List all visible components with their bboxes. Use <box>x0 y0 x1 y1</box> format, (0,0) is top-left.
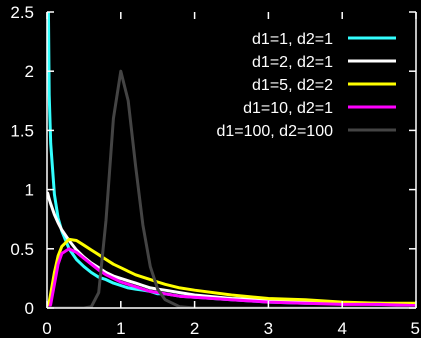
legend: d1=1, d2=1 d1=2, d2=1 d1=5, d2=2 d1=10, d2=… <box>216 31 396 140</box>
x-tick-label: 5 <box>411 319 420 338</box>
axes-layer: 0 1 2 3 4 5 0 0.5 1 1.5 2 2.5 <box>10 3 420 338</box>
legend-label: d1=5, d2=2 <box>252 77 333 94</box>
y-tick-label: 0.5 <box>10 240 34 259</box>
legend-label: d1=10, d2=1 <box>243 100 333 117</box>
legend-label: d1=2, d2=1 <box>252 54 333 71</box>
x-tick-label: 2 <box>190 319 199 338</box>
x-tick-label: 0 <box>42 319 51 338</box>
y-tick-label: 0 <box>25 299 34 318</box>
y-tick-label: 2.5 <box>10 3 34 22</box>
series-line-5 <box>47 69 416 308</box>
series-line-3 <box>47 237 416 308</box>
y-tick-label: 2 <box>25 62 34 81</box>
x-tick-label: 1 <box>116 319 125 338</box>
series-layer <box>47 12 416 308</box>
legend-label: d1=100, d2=100 <box>216 123 333 140</box>
series-line-2 <box>47 191 416 306</box>
y-tick-label: 1.5 <box>10 121 34 140</box>
x-tick-label: 4 <box>337 319 346 338</box>
y-tick-label: 1 <box>25 181 34 200</box>
series-line-4 <box>47 247 416 308</box>
x-tick-label: 3 <box>264 319 273 338</box>
legend-label: d1=1, d2=1 <box>252 31 333 48</box>
